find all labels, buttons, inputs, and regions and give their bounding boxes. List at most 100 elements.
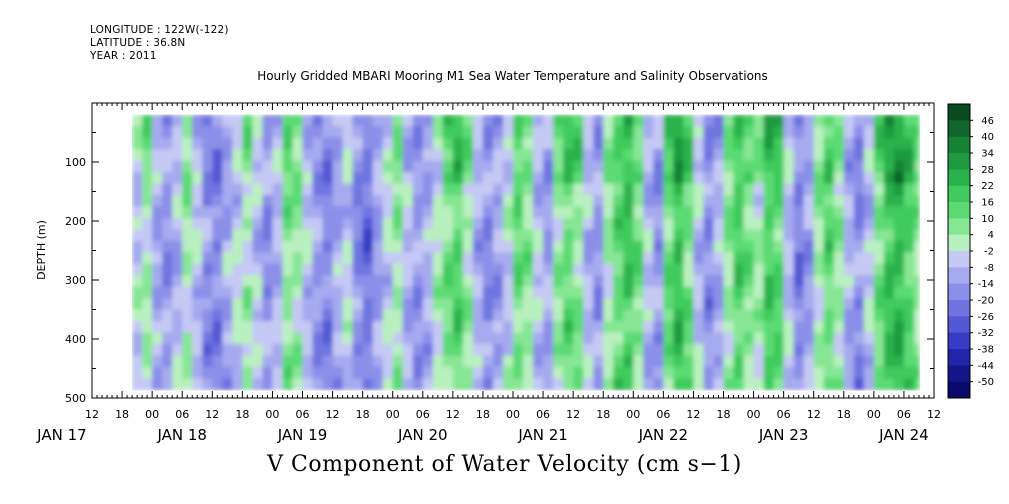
heatmap-cell xyxy=(432,309,444,322)
heatmap-cell xyxy=(693,217,704,230)
heatmap-cell xyxy=(222,137,233,150)
heatmap-cell xyxy=(893,378,905,391)
heatmap-cell xyxy=(242,183,253,196)
heatmap-cell xyxy=(703,343,715,356)
heatmap-cell xyxy=(893,366,905,379)
heatmap-cell xyxy=(312,298,324,311)
heatmap-cell xyxy=(773,114,785,127)
heatmap-cell xyxy=(402,206,414,219)
heatmap-cell xyxy=(703,240,715,253)
heatmap-cell xyxy=(703,172,715,185)
heatmap-cell xyxy=(653,149,664,162)
heatmap-cell xyxy=(873,183,885,196)
heatmap-cell xyxy=(753,149,765,162)
heatmap-cell xyxy=(903,275,915,288)
heatmap-cell xyxy=(152,126,163,139)
heatmap-cell xyxy=(823,286,835,299)
heatmap-cell xyxy=(392,114,404,127)
heatmap-cell xyxy=(162,240,173,253)
heatmap-cell xyxy=(713,332,725,345)
heatmap-cell xyxy=(362,160,374,173)
heatmap-cell xyxy=(813,114,825,127)
heatmap-cell xyxy=(773,355,785,368)
heatmap-cell xyxy=(252,298,263,311)
heatmap-cell xyxy=(893,343,905,356)
heatmap-cell xyxy=(623,298,634,311)
heatmap-cell xyxy=(653,378,664,391)
heatmap-cell xyxy=(212,137,223,150)
heatmap-cell xyxy=(713,160,725,173)
heatmap-cell xyxy=(633,252,644,265)
heatmap-cell xyxy=(743,240,755,253)
heatmap-cell xyxy=(432,378,444,391)
heatmap-cell xyxy=(883,286,895,299)
heatmap-cell xyxy=(482,137,494,150)
heatmap-cell xyxy=(172,343,183,356)
heatmap-cell xyxy=(783,321,795,334)
heatmap-cell xyxy=(663,343,674,356)
heatmap-cell xyxy=(533,298,544,311)
heatmap-cell xyxy=(372,321,384,334)
x-tick-label: 06 xyxy=(536,408,550,421)
heatmap-cell xyxy=(773,286,785,299)
heatmap-cell xyxy=(412,298,424,311)
heatmap-cell xyxy=(773,343,785,356)
heatmap-cell xyxy=(563,172,574,185)
colorbar-swatch xyxy=(948,136,970,154)
heatmap-cell xyxy=(673,172,684,185)
heatmap-cell xyxy=(422,298,434,311)
heatmap-cell xyxy=(382,172,394,185)
heatmap-cell xyxy=(693,240,704,253)
heatmap-cell xyxy=(462,126,474,139)
heatmap-cell xyxy=(192,137,203,150)
heatmap-cell xyxy=(613,343,624,356)
heatmap-cell xyxy=(322,355,334,368)
heatmap-cell xyxy=(252,343,263,356)
x-tick-label: 12 xyxy=(205,408,219,421)
heatmap-cell xyxy=(382,343,394,356)
heatmap-cell xyxy=(372,355,384,368)
heatmap-cell xyxy=(683,252,694,265)
heatmap-cell xyxy=(593,126,604,139)
heatmap-cell xyxy=(152,206,163,219)
heatmap-cell xyxy=(222,343,233,356)
heatmap-cell xyxy=(793,332,805,345)
heatmap-cell xyxy=(322,217,334,230)
heatmap-cell xyxy=(543,195,554,208)
heatmap-cell xyxy=(212,309,223,322)
heatmap-cell xyxy=(503,378,514,391)
heatmap-cell xyxy=(833,206,845,219)
heatmap-cell xyxy=(914,343,920,356)
heatmap-cell xyxy=(533,240,544,253)
heatmap-cell xyxy=(593,378,604,391)
heatmap-cell xyxy=(903,137,915,150)
heatmap-cell xyxy=(683,229,694,242)
heatmap-cell xyxy=(883,366,895,379)
heatmap-cell xyxy=(763,355,775,368)
heatmap-cell xyxy=(743,183,755,196)
heatmap-cell xyxy=(553,172,564,185)
heatmap-cell xyxy=(863,114,875,127)
heatmap-cell xyxy=(523,355,534,368)
heatmap-cell xyxy=(703,160,715,173)
heatmap-cell xyxy=(693,343,704,356)
heatmap-cell xyxy=(673,343,684,356)
heatmap-cell xyxy=(593,355,604,368)
colorbar-label: 40 xyxy=(981,132,994,143)
heatmap-cell xyxy=(583,332,594,345)
heatmap-cell xyxy=(493,343,504,356)
heatmap-cell xyxy=(733,206,745,219)
heatmap-cell xyxy=(593,183,604,196)
heatmap-cell xyxy=(783,114,795,127)
heatmap-cell xyxy=(202,275,213,288)
heatmap-cell xyxy=(573,343,584,356)
heatmap-cell xyxy=(773,206,785,219)
heatmap-cell xyxy=(222,160,233,173)
heatmap-cell xyxy=(332,183,344,196)
heatmap-cell xyxy=(482,275,494,288)
heatmap-cell xyxy=(893,126,905,139)
heatmap-cell xyxy=(873,286,885,299)
heatmap-cell xyxy=(412,229,424,242)
heatmap-cell xyxy=(252,332,263,345)
heatmap-cell xyxy=(703,321,715,334)
